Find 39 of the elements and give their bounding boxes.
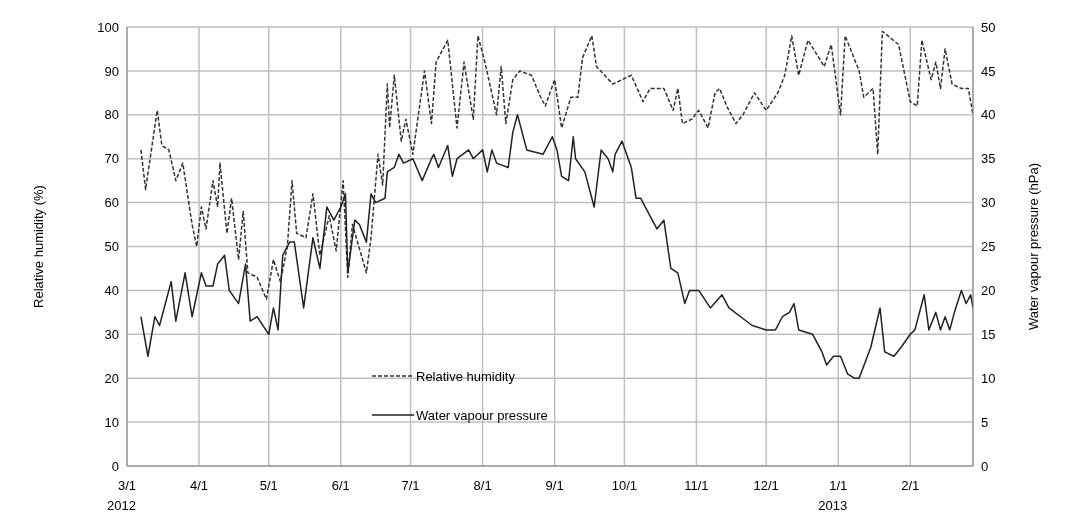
x-tick-label: 11/1 <box>684 478 709 493</box>
y-tick-label: 100 <box>97 19 119 35</box>
y2-tick-label: 0 <box>981 458 989 474</box>
x-tick-label: 4/1 <box>190 478 209 493</box>
line-series <box>140 30 973 300</box>
y2-tick-label: 20 <box>981 283 996 299</box>
y2-tick-label: 25 <box>981 239 996 255</box>
x-tick-label: 6/1 <box>331 478 350 493</box>
y-tick-label: 80 <box>104 107 119 123</box>
y2-tick-label: 50 <box>981 19 996 35</box>
y2-tick-label: 35 <box>981 151 996 167</box>
x-tick-label: 8/1 <box>473 478 492 493</box>
x-tick-label: 9/1 <box>545 478 564 493</box>
y-tick-label: 50 <box>104 239 119 255</box>
x-tick-label: 1/1 2013 <box>818 478 848 513</box>
legend-label: Water vapour pressure <box>416 407 548 423</box>
y2-tick-label: 5 <box>981 414 989 430</box>
y-tick-label: 60 <box>104 195 119 211</box>
y2-tick-label: 10 <box>981 370 996 386</box>
x-tick-label: 12/1 <box>753 478 779 493</box>
y-tick-label: 0 <box>111 458 119 474</box>
y-tick-label: 10 <box>104 414 119 430</box>
x-tick-label: 5/1 <box>259 478 278 493</box>
y-tick-label: 20 <box>104 370 119 386</box>
y2-axis-title: Water vapour pressure (hPa) <box>1025 162 1041 331</box>
x-tick-label: 10/1 <box>611 478 638 493</box>
x-tick-label: 3/1 2012 <box>107 478 137 513</box>
y-axis-title: Relative humidity (%) <box>30 185 46 308</box>
y2-tick-label: 40 <box>981 107 996 123</box>
x-tick-label: 7/1 <box>401 478 420 493</box>
y-tick-label: 90 <box>104 63 119 79</box>
y2-tick-label: 30 <box>981 195 996 211</box>
x-tick-label: 2/1 <box>901 478 920 493</box>
y2-tick-label: 45 <box>981 63 996 79</box>
y-tick-label: 70 <box>104 151 119 167</box>
legend-label: Relative humidity <box>416 368 515 384</box>
y-tick-label: 30 <box>104 326 119 342</box>
y-tick-label: 40 <box>104 283 119 299</box>
y2-tick-label: 15 <box>981 326 996 342</box>
